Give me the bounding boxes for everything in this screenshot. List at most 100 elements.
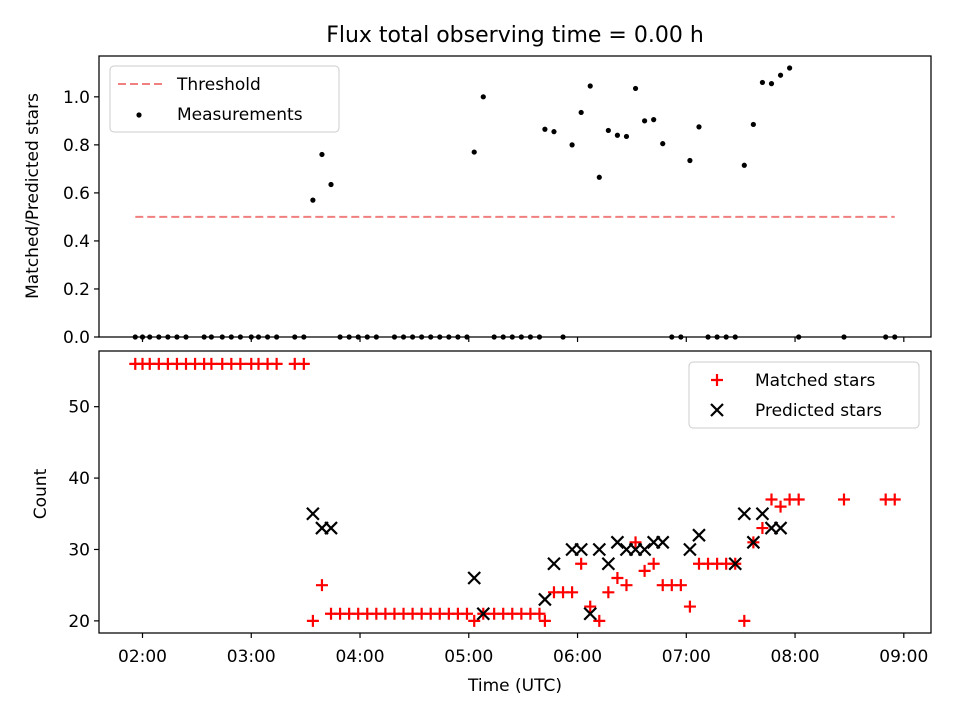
matched-star-point	[620, 579, 633, 592]
matched-star-point	[638, 564, 651, 577]
measurement-point	[587, 83, 593, 89]
measurement-point	[605, 127, 611, 134]
matched-star-point	[683, 600, 696, 613]
matched-star-point	[647, 557, 660, 570]
measurement-point	[687, 157, 693, 164]
predicted-star-point	[773, 521, 788, 535]
predicted-star-point	[324, 521, 338, 535]
y-tick-label: 40	[68, 469, 90, 489]
top-y-axis-label: Matched/Predicted stars	[23, 93, 43, 299]
x-tick-label: 07:00	[662, 647, 711, 667]
predicted-star-point	[737, 506, 752, 521]
bottom-plot-marks	[129, 357, 901, 627]
matched-star-point	[602, 586, 615, 599]
matched-star-point	[584, 600, 597, 613]
measurement-point	[777, 72, 784, 78]
measurement-point	[310, 197, 316, 203]
predicted-star-point	[583, 606, 598, 621]
matched-star-point	[611, 572, 624, 585]
top-legend-box	[109, 65, 340, 133]
y-tick-label: 0.4	[63, 232, 90, 252]
threshold-legend-label: Threshold	[176, 75, 261, 95]
y-tick-label: 0.0	[63, 328, 90, 348]
x-axis-label: Time (UTC)	[467, 676, 562, 696]
predicted-star-point	[683, 542, 697, 557]
y-tick-label: 0.6	[63, 184, 90, 204]
top-y-ticks: 0.0 0.2 0.4 0.6 0.8 1.0	[63, 88, 99, 348]
bottom-y-ticks: 20 30 40 50	[68, 398, 99, 632]
measurement-point	[741, 162, 747, 168]
predicted-star-point	[655, 535, 670, 550]
predicted-star-point	[746, 535, 761, 550]
bottom-legend: Matched stars Predicted stars	[688, 361, 920, 429]
x-tick-label: 02:00	[118, 647, 167, 667]
matched-star-point	[306, 614, 319, 627]
measurement-point	[768, 81, 775, 87]
predicted-star-point	[547, 556, 561, 571]
predicted-star-point	[574, 542, 588, 557]
bottom-y-axis-label: Count	[31, 468, 51, 519]
x-tick-label: 03:00	[227, 647, 276, 667]
y-tick-label: 0.8	[63, 136, 90, 156]
measurement-point	[471, 149, 477, 155]
matched-star-point	[629, 536, 642, 549]
measurement-point	[551, 129, 557, 135]
measurement-point	[660, 141, 666, 147]
matched-star-point	[270, 357, 283, 370]
predicted-legend-label: Predicted stars	[755, 401, 882, 421]
y-tick-label: 0.2	[63, 280, 90, 300]
y-tick-label: 1.0	[63, 88, 90, 108]
top-legend: Threshold Measurements	[109, 65, 340, 133]
y-tick-label: 30	[68, 540, 90, 560]
measurement-point	[623, 133, 630, 140]
y-tick-label: 20	[68, 612, 90, 632]
matched-star-point	[566, 586, 579, 599]
measurements-legend-swatch	[136, 112, 142, 118]
chart-title: Flux total observing time = 0.00 h	[326, 23, 704, 48]
measurement-point	[578, 109, 584, 116]
measurement-point	[319, 151, 325, 158]
measurement-point	[569, 142, 575, 148]
top-axes-frame	[98, 55, 932, 338]
predicted-star-point	[601, 556, 616, 571]
measurement-point	[696, 124, 702, 130]
predicted-star-point	[306, 506, 320, 521]
measurements-legend-label: Measurements	[177, 105, 303, 125]
measurement-point	[542, 126, 548, 132]
matched-star-point	[460, 607, 473, 620]
measurement-point	[642, 118, 648, 124]
matched-star-point	[234, 357, 247, 370]
measurement-point	[480, 94, 486, 100]
matched-star-point	[738, 614, 751, 627]
matched-star-point	[674, 579, 687, 592]
predicted-legend-swatch	[710, 403, 724, 417]
top-x-ticks	[141, 337, 905, 342]
matched-star-point	[756, 522, 769, 535]
measurement-point	[596, 174, 602, 180]
x-tick-label: 08:00	[771, 647, 820, 667]
measurement-point	[750, 121, 756, 128]
measurement-point	[614, 132, 621, 138]
bottom-axes-frame	[98, 350, 932, 634]
top-panel: 0.0 0.2 0.4 0.6 0.8 1.0 Matched/Predicted sta…	[23, 55, 932, 348]
matched-star-point	[468, 614, 481, 627]
matched-legend-swatch	[711, 374, 723, 386]
measurement-point	[632, 85, 639, 92]
matched-star-point	[593, 614, 606, 627]
x-tick-label: 06:00	[553, 647, 602, 667]
matched-star-point	[538, 614, 551, 627]
measurement-point	[328, 181, 334, 188]
matched-star-point	[888, 493, 901, 506]
bottom-legend-box	[688, 361, 920, 429]
matched-star-point	[774, 500, 787, 513]
matched-star-point	[837, 493, 850, 506]
predicted-star-point	[692, 528, 706, 542]
matched-star-point	[297, 357, 310, 370]
measurement-point	[787, 65, 793, 71]
matched-star-point	[765, 493, 778, 506]
predicted-star-point	[467, 571, 481, 585]
bottom-x-ticks: 02:00 03:00 04:00 05:00 06:00 07:00 08:00 09:00	[118, 633, 928, 667]
measurement-point	[759, 79, 766, 86]
